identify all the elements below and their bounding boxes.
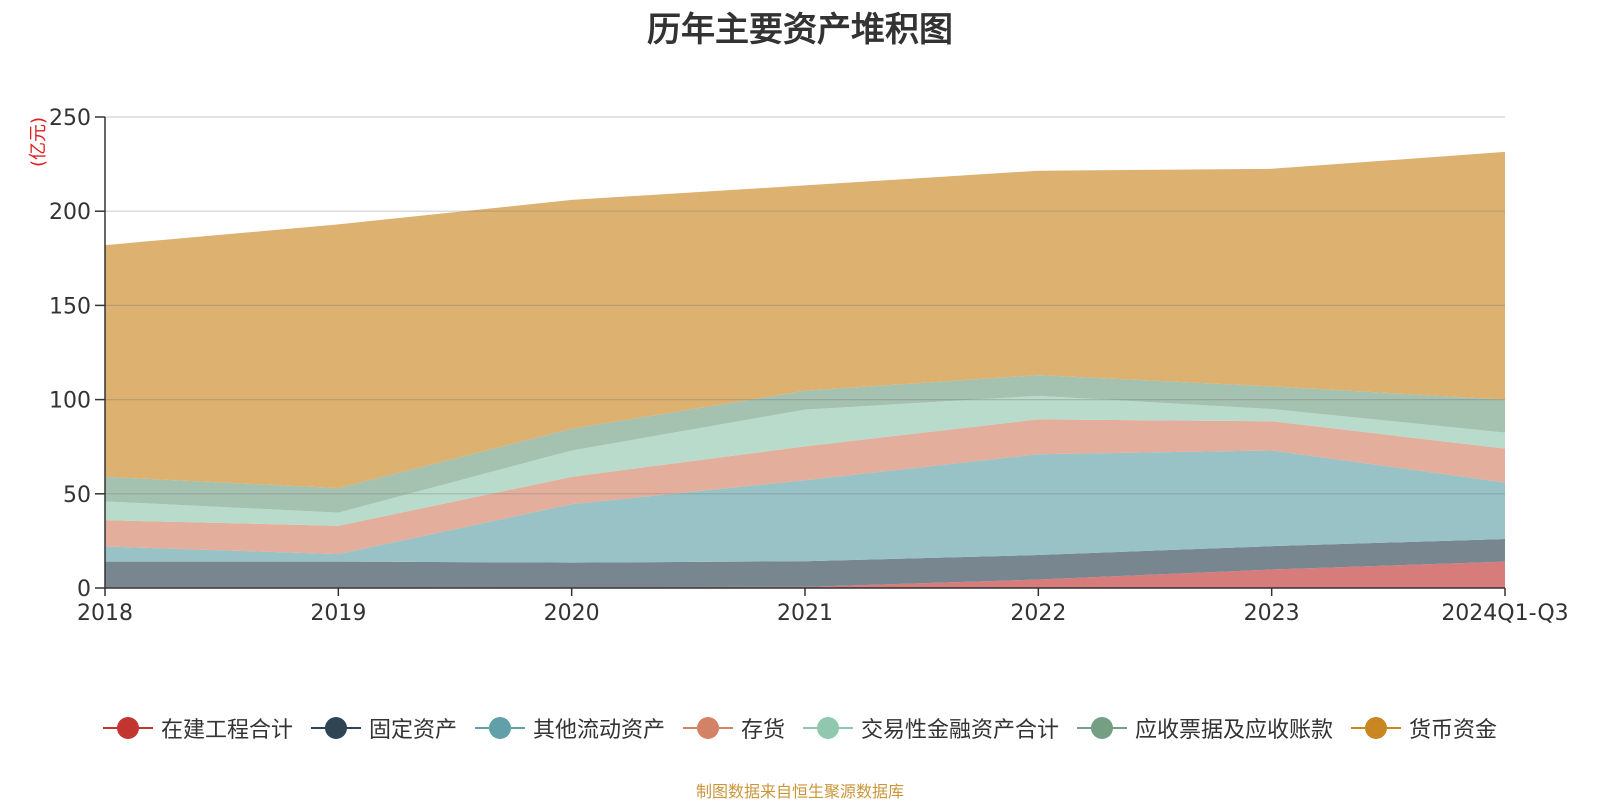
- legend-item-fixed-assets[interactable]: 固定资产: [310, 712, 457, 744]
- area-series-0: [105, 561, 1505, 588]
- y-tick-label: 150: [49, 294, 91, 319]
- y-tick-label: 250: [49, 106, 91, 131]
- x-tick-label: 2019: [310, 601, 366, 626]
- area-series-4: [105, 395, 1505, 526]
- y-tick-label: 0: [77, 577, 91, 602]
- legend-item-receivables[interactable]: 应收票据及应收账款: [1077, 712, 1333, 744]
- area-series-6: [105, 151, 1505, 489]
- legend-marker-icon: [310, 714, 361, 742]
- chart-title: 历年主要资产堆积图: [647, 10, 953, 50]
- legend-marker-icon: [474, 714, 525, 742]
- legend-item-construction[interactable]: 在建工程合计: [102, 712, 293, 744]
- legend-label: 应收票据及应收账款: [1135, 718, 1334, 743]
- legend-label: 在建工程合计: [160, 718, 293, 743]
- legend-label: 存货: [740, 718, 785, 743]
- y-axis-unit-label: (亿元): [28, 117, 49, 167]
- legend-marker-icon: [102, 714, 153, 742]
- legend-marker-icon: [1351, 714, 1402, 742]
- legend-item-other-current-assets[interactable]: 其他流动资产: [474, 712, 665, 744]
- stacked-area-chart: 0 50 100 150 200 250 2018 2019 2020 2021 2022 2023 2…: [28, 106, 1569, 626]
- source-note: 制图数据来自恒生聚源数据库: [695, 782, 904, 801]
- y-tick-label: 100: [49, 389, 91, 414]
- x-tick-label: 2024Q1-Q3: [1441, 601, 1568, 626]
- chart-legend: 在建工程合计 固定资产 其他流动资产 存货 交易性金融资产合计 应收票据及应收账…: [0, 712, 1600, 744]
- legend-marker-icon: [803, 714, 853, 742]
- x-tick-label: 2023: [1244, 601, 1300, 626]
- x-tick-label: 2018: [77, 601, 133, 626]
- y-tick-label: 200: [49, 200, 91, 225]
- area-series-5: [105, 375, 1505, 513]
- x-tick-label: 2020: [544, 601, 600, 626]
- x-tick-label: 2021: [777, 601, 833, 626]
- legend-item-cash[interactable]: 货币资金: [1351, 712, 1497, 744]
- area-series-2: [105, 450, 1505, 563]
- legend-item-inventory[interactable]: 存货: [682, 712, 785, 744]
- y-tick-label: 50: [63, 483, 91, 508]
- legend-label: 其他流动资产: [532, 718, 665, 743]
- legend-label: 固定资产: [368, 718, 457, 743]
- legend-marker-icon: [1077, 714, 1128, 742]
- legend-label: 货币资金: [1409, 718, 1498, 743]
- legend-label: 交易性金融资产合计: [861, 718, 1060, 743]
- area-series-1: [105, 539, 1505, 588]
- legend-item-trading-financial-assets[interactable]: 交易性金融资产合计: [803, 712, 1059, 744]
- legend-marker-icon: [682, 714, 733, 742]
- x-tick-label: 2022: [1010, 601, 1066, 626]
- area-series-3: [105, 419, 1505, 555]
